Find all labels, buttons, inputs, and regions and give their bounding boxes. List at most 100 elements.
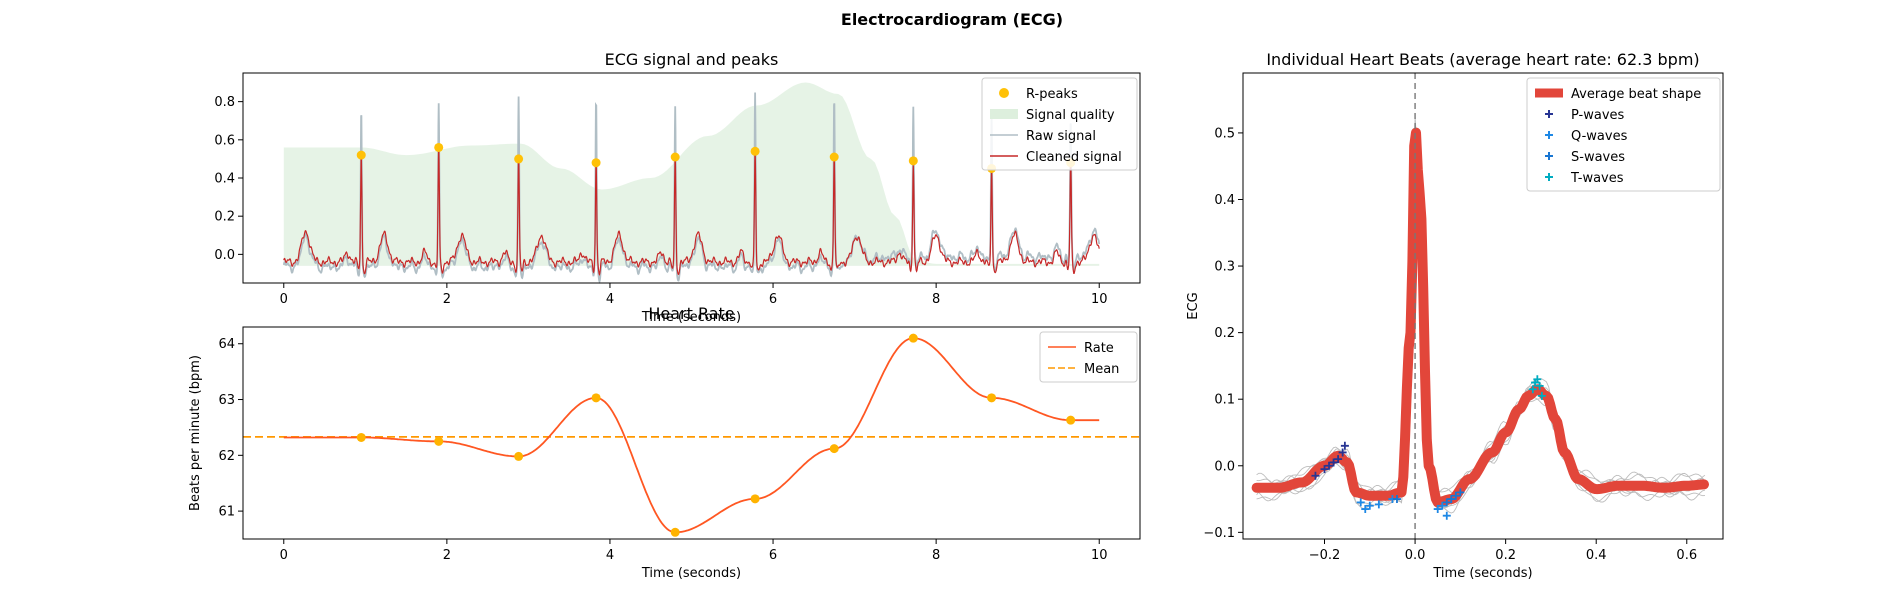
- y-tick-label: 61: [218, 505, 235, 520]
- individual-beats-panel: −0.2 0.0 0.2 0.4 0.6 −0.1 0.0 0.1 0.2 0.3 0.4 0.5 In…: [1186, 50, 1724, 581]
- r-peak-point: [750, 146, 760, 156]
- x-tick-label: 8: [932, 548, 940, 563]
- legend-box: [1526, 77, 1721, 192]
- y-tick-label: 0.2: [1214, 326, 1235, 341]
- legend-label: Q-waves: [1571, 129, 1628, 144]
- r-peak-point: [670, 152, 680, 162]
- legend-label: Cleaned signal: [1026, 150, 1122, 165]
- x-tick-label: 2: [443, 548, 451, 563]
- rate-point: [591, 393, 601, 403]
- rate-point: [908, 333, 918, 343]
- q-wave-marker: [1433, 505, 1442, 514]
- rate-point: [670, 527, 680, 537]
- p-wave-marker: [1340, 441, 1349, 450]
- x-tick-label: 0: [280, 548, 288, 563]
- chart-title: ECG signal and peaks: [605, 50, 779, 69]
- p-wave-marker: [1311, 471, 1320, 480]
- rate-point: [750, 494, 760, 504]
- r-peak-point: [514, 154, 524, 164]
- rate-line: [283, 337, 1100, 534]
- legend-label: Mean: [1084, 362, 1119, 377]
- q-wave-marker: [1365, 501, 1374, 510]
- legend-swatch: [1545, 173, 1553, 181]
- y-tick-label: 0.4: [1214, 193, 1235, 208]
- legend-box: [981, 77, 1138, 171]
- legend-label: Signal quality: [1026, 108, 1115, 123]
- raw-signal-line: [282, 92, 1101, 285]
- axes-frame: [1242, 72, 1724, 540]
- legend-box: [1039, 331, 1138, 383]
- y-tick-label: 0.8: [214, 95, 235, 110]
- legend-swatch: [1545, 131, 1553, 139]
- p-wave-marker: [1320, 465, 1329, 474]
- s-wave-marker: [1451, 491, 1460, 500]
- legend-swatch: [990, 109, 1018, 119]
- y-axis-label: ECG: [1186, 292, 1201, 319]
- x-tick-label: 0: [280, 292, 288, 307]
- rate-point: [434, 436, 444, 446]
- y-tick-label: 64: [218, 337, 235, 352]
- x-tick-label: 8: [932, 292, 940, 307]
- s-wave-marker: [1392, 495, 1401, 504]
- r-peak-point: [591, 158, 601, 168]
- r-peak-point: [829, 152, 839, 162]
- x-tick-label: 0.4: [1586, 548, 1607, 563]
- q-wave-marker: [1442, 511, 1451, 520]
- r-peak-point: [434, 142, 444, 152]
- y-tick-label: 0.3: [1214, 260, 1235, 275]
- y-tick-label: 0.5: [1214, 126, 1235, 141]
- average-beat-line: [1251, 127, 1709, 508]
- legend-label: Average beat shape: [1571, 87, 1701, 102]
- t-wave-marker: [1537, 391, 1546, 400]
- legend-label: S-waves: [1571, 150, 1625, 165]
- y-tick-label: 0.1: [1214, 393, 1235, 408]
- r-peak-point: [908, 156, 918, 166]
- x-tick-label: 0.2: [1495, 548, 1516, 563]
- signal-quality-area: [283, 82, 1100, 266]
- legend-label: Raw signal: [1026, 129, 1096, 144]
- chart-title: Heart Rate: [648, 304, 734, 323]
- cleaned-signal-line: [283, 144, 1100, 277]
- x-tick-label: 10: [1091, 548, 1108, 563]
- x-tick-label: 6: [769, 548, 777, 563]
- x-axis-label: Time (seconds): [1432, 566, 1532, 581]
- t-wave-marker: [1528, 385, 1537, 394]
- p-wave-marker: [1338, 448, 1347, 457]
- x-tick-label: 2: [443, 292, 451, 307]
- rate-point: [987, 393, 997, 403]
- y-tick-label: 0.4: [214, 172, 235, 187]
- rate-point: [1066, 415, 1076, 425]
- legend-swatch: [1545, 110, 1553, 118]
- y-tick-label: 62: [218, 449, 235, 464]
- x-axis-label: Time (seconds): [641, 566, 741, 581]
- r-peak-point: [356, 150, 366, 160]
- x-tick-label: 4: [606, 548, 614, 563]
- p-wave-marker: [1329, 458, 1338, 467]
- q-wave-marker: [1361, 505, 1370, 514]
- x-tick-label: 6: [769, 292, 777, 307]
- q-wave-marker: [1356, 498, 1365, 507]
- chart-title: Individual Heart Beats (average heart ra…: [1266, 50, 1699, 69]
- x-tick-label: 10: [1091, 292, 1108, 307]
- y-axis-label: Beats per minute (bpm): [188, 355, 203, 511]
- axes-frame: [242, 326, 1141, 540]
- legend-swatch: [1545, 152, 1553, 160]
- s-wave-marker: [1442, 498, 1451, 507]
- y-tick-label: 0.2: [214, 210, 235, 225]
- x-tick-label: 4: [606, 292, 614, 307]
- ecg-signal-panel: 0 2 4 6 8 10 0.0 0.2 0.4 0.6 0.8 ECG signal and pea…: [214, 50, 1141, 325]
- rate-point: [356, 432, 366, 442]
- individual-beat-line: [1256, 136, 1705, 509]
- y-tick-label: 0.0: [1214, 459, 1235, 474]
- y-tick-label: 63: [218, 393, 235, 408]
- legend-label: T-waves: [1570, 171, 1624, 186]
- x-axis-label: Time (seconds): [641, 310, 741, 325]
- y-tick-label: 0.6: [214, 133, 235, 148]
- rate-point: [514, 451, 524, 461]
- legend-label: P-waves: [1571, 108, 1625, 123]
- legend-label: Rate: [1084, 341, 1114, 356]
- legend-label: R-peaks: [1026, 87, 1078, 102]
- s-wave-marker: [1456, 488, 1465, 497]
